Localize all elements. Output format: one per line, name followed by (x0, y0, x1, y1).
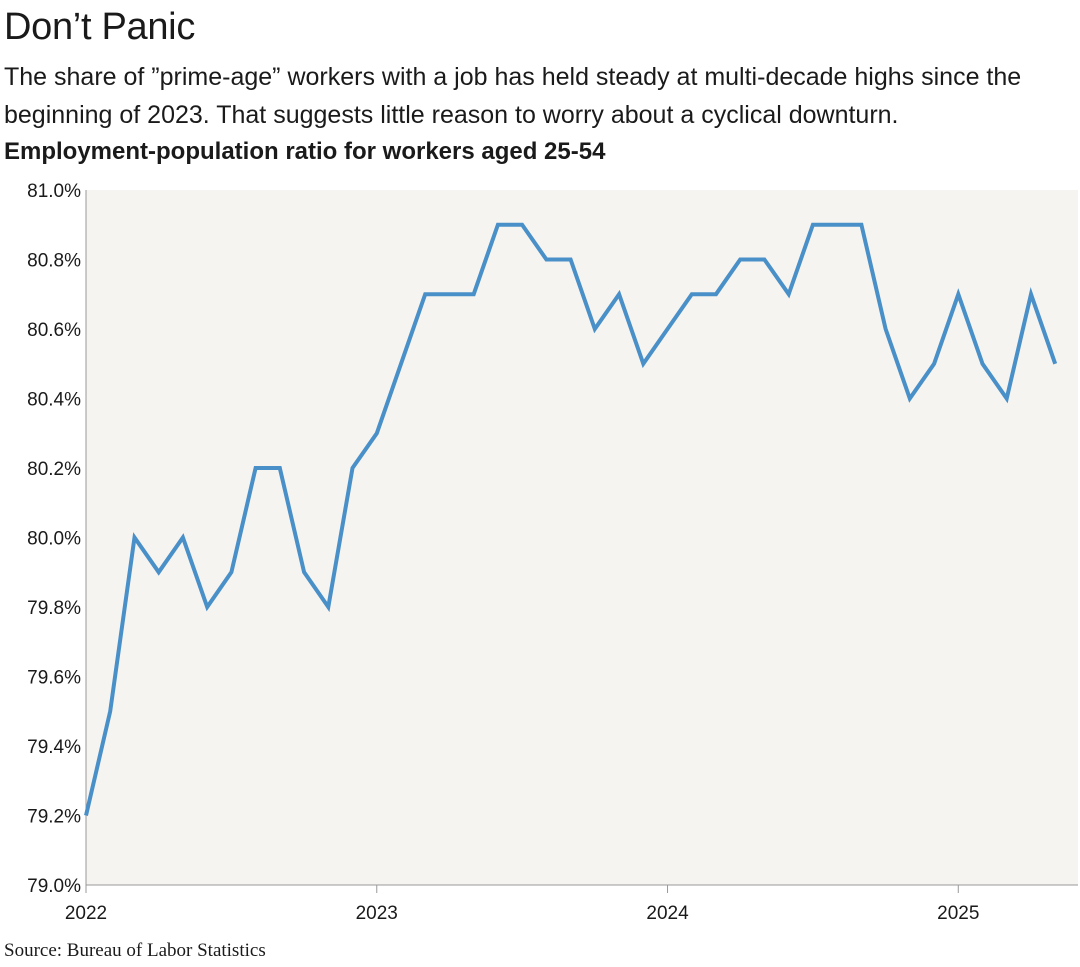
y-tick-label: 80.2% (27, 459, 81, 480)
y-tick-label: 81.0% (27, 181, 81, 202)
x-axis: 2022 2023 2024 2025 (65, 885, 979, 924)
x-tick-label: 2022 (65, 903, 107, 924)
chart-title: Don’t Panic (4, 6, 196, 48)
y-tick-label: 80.8% (27, 251, 81, 272)
y-tick-label: 79.8% (27, 598, 81, 619)
y-tick-label: 79.0% (27, 876, 81, 897)
chart-subtitle: The share of ”prime-age” workers with a … (4, 63, 1022, 129)
line-chart: 79.0% 79.2% 79.4% 79.6% 79.8% 80.0% 80.2% 80.4%… (27, 181, 1078, 924)
series-line (84, 222, 1058, 816)
y-axis: 79.0% 79.2% 79.4% 79.6% 79.8% 80.0% 80.2% 80.4%… (27, 181, 81, 897)
y-tick-label: 79.6% (27, 668, 81, 689)
x-tick-label: 2025 (937, 903, 979, 924)
x-tick-label: 2023 (356, 903, 398, 924)
source-note: Source: Bureau of Labor Statistics (4, 940, 266, 961)
x-tick-label: 2024 (646, 903, 689, 924)
y-tick-label: 80.0% (27, 529, 81, 550)
y-tick-label: 80.6% (27, 320, 81, 341)
y-tick-label: 79.2% (27, 807, 81, 828)
y-tick-label: 79.4% (27, 737, 81, 758)
chart-series-label: Employment-population ratio for workers … (4, 138, 606, 165)
plot-area (86, 190, 1078, 885)
y-tick-label: 80.4% (27, 390, 81, 411)
